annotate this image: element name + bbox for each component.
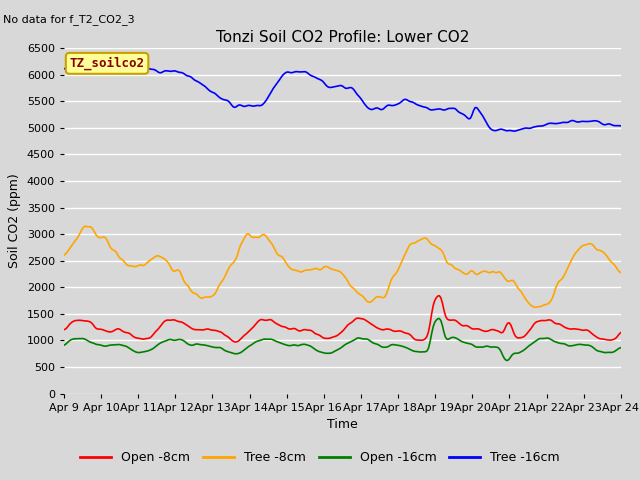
- Title: Tonzi Soil CO2 Profile: Lower CO2: Tonzi Soil CO2 Profile: Lower CO2: [216, 30, 469, 46]
- Y-axis label: Soil CO2 (ppm): Soil CO2 (ppm): [8, 173, 21, 268]
- X-axis label: Time: Time: [327, 418, 358, 431]
- Text: TZ_soilco2: TZ_soilco2: [70, 57, 145, 70]
- Text: No data for f_T2_CO2_3: No data for f_T2_CO2_3: [3, 14, 135, 25]
- Legend: Open -8cm, Tree -8cm, Open -16cm, Tree -16cm: Open -8cm, Tree -8cm, Open -16cm, Tree -…: [75, 446, 565, 469]
